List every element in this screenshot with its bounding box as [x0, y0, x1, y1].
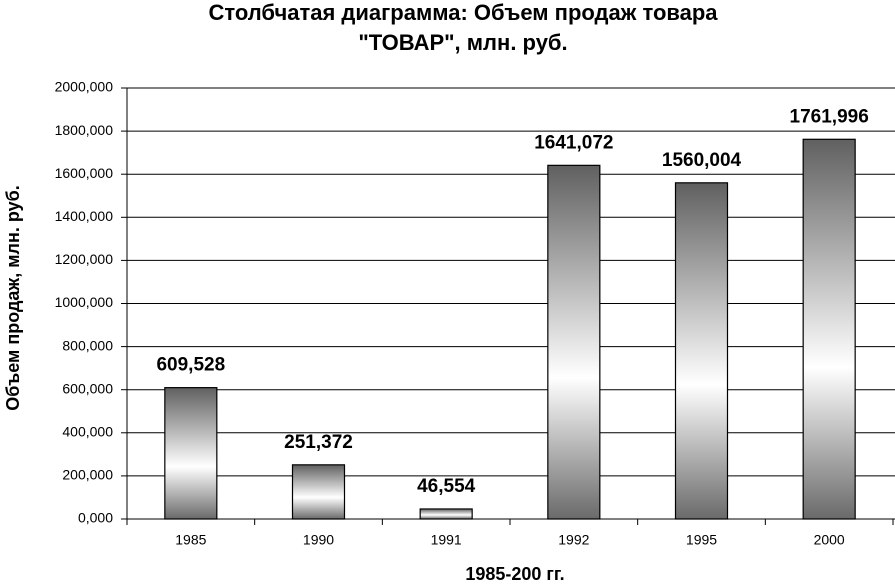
y-tick-label: 0,000 — [78, 510, 113, 526]
y-tick-label: 2000,000 — [55, 79, 114, 95]
data-label: 251,372 — [284, 432, 353, 453]
x-tick-label: 1990 — [303, 532, 334, 548]
x-axis-title: 1985-200 гг. — [465, 564, 564, 584]
bar — [291, 464, 346, 520]
x-tick-label: 1991 — [431, 532, 462, 548]
data-label: 1641,072 — [534, 132, 613, 153]
data-label: 46,554 — [417, 476, 476, 497]
y-tick-label: 1000,000 — [55, 294, 114, 310]
y-tick-label: 1600,000 — [55, 165, 114, 181]
x-tick-label: 2000 — [814, 532, 845, 548]
data-label: 609,528 — [156, 355, 225, 376]
bar — [674, 182, 729, 520]
y-tick-label: 400,000 — [62, 424, 113, 440]
x-tick-label: 1995 — [686, 532, 717, 548]
y-tick-label: 1400,000 — [55, 208, 114, 224]
y-tick-label: 800,000 — [62, 337, 113, 353]
x-tick-label: 1985 — [175, 532, 206, 548]
chart-title: Столбчатая диаграмма: Объем продаж товар… — [208, 0, 718, 25]
y-tick-label: 600,000 — [62, 380, 113, 396]
x-tick-label: 1992 — [558, 532, 589, 548]
y-tick-label: 200,000 — [62, 467, 113, 483]
bar — [419, 508, 473, 520]
bar — [802, 138, 856, 520]
bar — [164, 387, 218, 520]
y-tick-label: 1800,000 — [55, 122, 114, 138]
data-label: 1560,004 — [662, 150, 742, 171]
data-label: 1761,996 — [790, 106, 869, 127]
y-tick-label: 1200,000 — [55, 251, 114, 267]
bar — [547, 164, 601, 520]
y-axis-title: Объем продаж, млн. руб. — [3, 185, 23, 410]
chart-title: "ТОВАР", млн. руб. — [358, 30, 567, 55]
